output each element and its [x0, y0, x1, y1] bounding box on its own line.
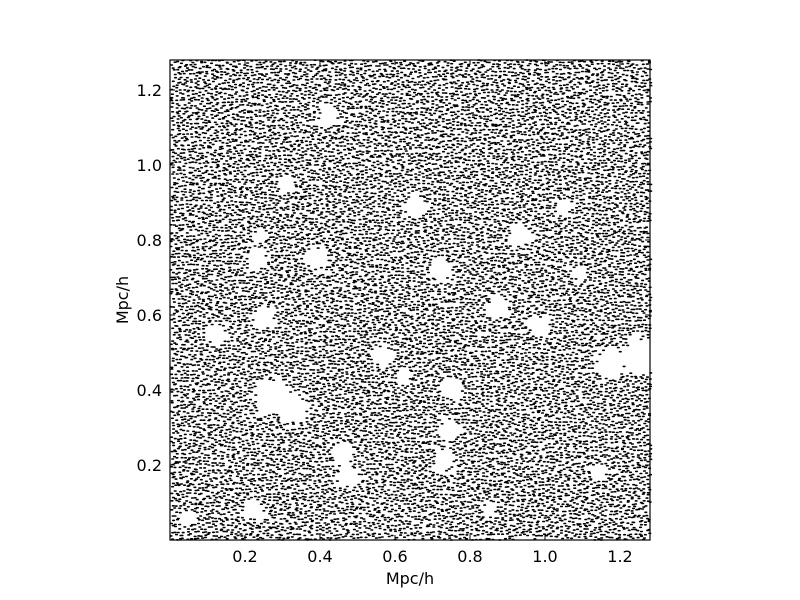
y-tick-label: 1.2 — [137, 81, 162, 100]
x-axis-ticks: 0.2 0.4 0.6 0.8 1.0 1.2 — [232, 60, 633, 566]
y-axis-label: Mpc/h — [113, 276, 132, 324]
x-tick-label: 0.6 — [382, 547, 407, 566]
x-tick-label: 1.2 — [607, 547, 632, 566]
x-tick-label: 0.8 — [457, 547, 482, 566]
y-tick-label: 0.2 — [137, 456, 162, 475]
plot-frame — [169, 59, 651, 541]
y-axis-ticks: 0.2 0.4 0.6 0.8 1.0 1.2 — [137, 81, 650, 475]
particle-points — [169, 59, 653, 541]
y-tick-label: 0.8 — [137, 231, 162, 250]
y-tick-label: 0.4 — [137, 381, 162, 400]
x-axis-label: Mpc/h — [386, 569, 434, 588]
x-tick-label: 0.4 — [307, 547, 332, 566]
y-tick-label: 1.0 — [137, 156, 162, 175]
y-tick-label: 0.6 — [137, 306, 162, 325]
particle-scatter-layer — [169, 59, 653, 541]
x-tick-label: 0.2 — [232, 547, 257, 566]
x-tick-label: 1.0 — [532, 547, 557, 566]
